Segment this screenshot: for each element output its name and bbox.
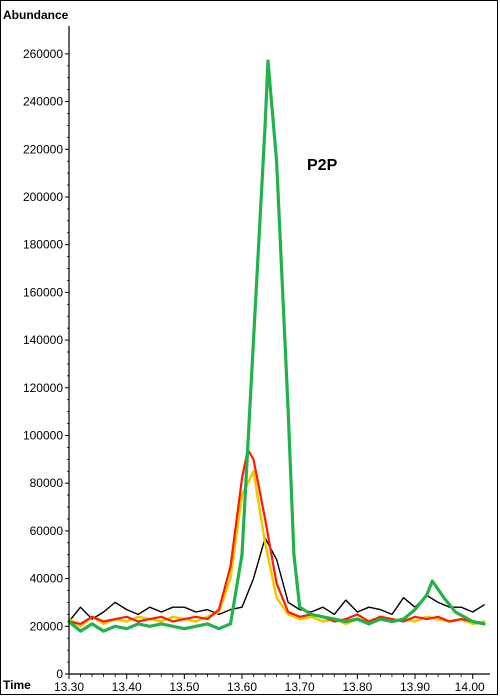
y-axis-ticks: 0 20000 40000 60000 80000 100000 120000 140000 1… (23, 47, 69, 681)
axes-layer (68, 26, 490, 675)
x-axis-title: Time (3, 678, 31, 692)
x-tick-label: 13.50 (169, 680, 199, 694)
y-tick-label: 140000 (23, 333, 63, 347)
y-tick-label: 0 (56, 667, 63, 681)
y-tick-label: 160000 (23, 285, 63, 299)
x-tick-label: 13.30 (54, 680, 84, 694)
y-tick-label: 200000 (23, 190, 63, 204)
series-line-4 (67, 59, 486, 633)
y-tick-label: 240000 (23, 95, 63, 109)
y-tick-label: 260000 (23, 47, 63, 61)
y-tick-label: 100000 (23, 428, 63, 442)
y-tick-label: 80000 (30, 476, 64, 490)
y-tick-label: 20000 (30, 619, 64, 633)
x-tick-label: 13.70 (285, 680, 315, 694)
series-line-3 (67, 448, 486, 625)
y-tick-label: 40000 (30, 572, 64, 586)
x-tick-label: 13.90 (400, 680, 430, 694)
x-tick-label: 13.60 (227, 680, 257, 694)
x-axis-ticks: 13.30 13.40 13.50 13.60 13.70 13.80 13.90 14.00 (54, 674, 485, 694)
y-tick-label: 60000 (30, 524, 64, 538)
series-line-2 (67, 470, 486, 628)
x-tick-label: 13.80 (342, 680, 372, 694)
peak-annotation: P2P (307, 157, 338, 174)
y-tick-label: 220000 (23, 142, 63, 156)
y-tick-label: 120000 (23, 381, 63, 395)
x-tick-label: 14.00 (455, 680, 485, 694)
y-tick-label: 180000 (23, 238, 63, 252)
series-layer (67, 59, 486, 633)
x-tick-label: 13.40 (112, 680, 142, 694)
y-axis-title: Abundance (3, 8, 69, 22)
